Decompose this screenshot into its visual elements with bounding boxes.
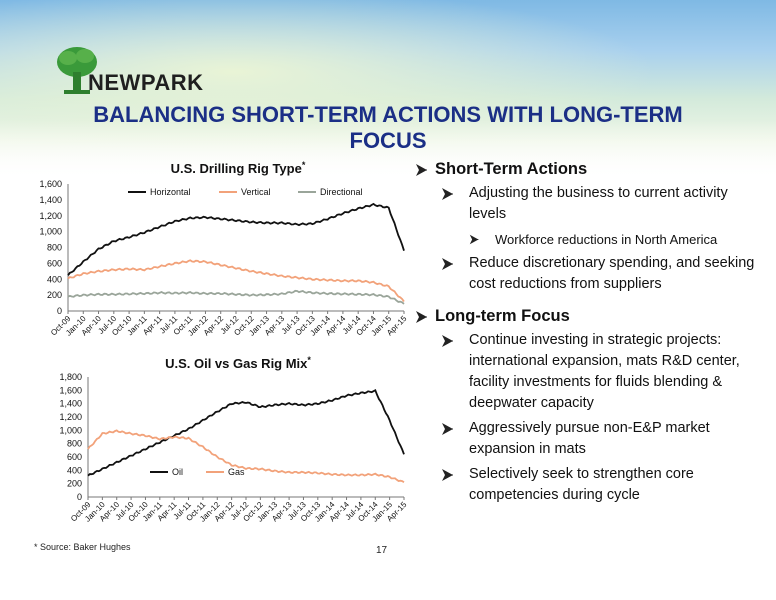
arrow-bullet-icon bbox=[441, 256, 455, 272]
series-line-oil bbox=[87, 389, 405, 477]
newpark-tree-logo-icon bbox=[57, 47, 97, 94]
bullet-long-term-heading: Long-term Focus bbox=[415, 307, 760, 326]
bullet-list: Short-Term Actions Adjusting the busines… bbox=[415, 160, 760, 506]
y-tick-label: 1,000 bbox=[59, 425, 82, 435]
y-tick-label: 1,400 bbox=[39, 195, 62, 205]
y-tick-label: 400 bbox=[47, 274, 62, 284]
brand-name: NEWPARK bbox=[88, 70, 204, 95]
bullet-reduce-spending: Reduce discretionary spending, and seeki… bbox=[441, 253, 760, 295]
chart-title: U.S. Drilling Rig Type* bbox=[171, 160, 306, 176]
y-tick-label: 800 bbox=[67, 439, 82, 449]
bullet-adjusting-business: Adjusting the business to current activi… bbox=[441, 183, 760, 225]
series-line-horizontal bbox=[67, 202, 405, 276]
y-tick-label: 1,600 bbox=[39, 179, 62, 189]
bullet-selectively-seek: Selectively seek to strengthen core comp… bbox=[441, 464, 760, 506]
arrow-bullet-icon bbox=[441, 333, 455, 349]
y-tick-label: 0 bbox=[77, 492, 82, 502]
y-tick-label: 0 bbox=[57, 306, 62, 316]
y-tick-label: 1,200 bbox=[39, 211, 62, 221]
arrow-bullet-icon bbox=[441, 186, 455, 202]
bullet-continue-investing: Continue investing in strategic projects… bbox=[441, 330, 760, 414]
arrow-bullet-icon bbox=[441, 421, 455, 437]
series-line-gas bbox=[87, 429, 405, 484]
legend-label: Oil bbox=[172, 467, 183, 477]
arrow-bullet-icon bbox=[415, 162, 429, 178]
y-tick-label: 1,600 bbox=[59, 385, 82, 395]
drilling-rig-type-chart: U.S. Drilling Rig Type* 0 200 400 600 800 1,00… bbox=[24, 155, 416, 350]
series-line-vertical bbox=[67, 259, 405, 303]
page-number: 17 bbox=[376, 545, 388, 556]
y-tick-label: 200 bbox=[47, 290, 62, 300]
source-footnote: * Source: Baker Hughes bbox=[34, 542, 131, 552]
series-line-directional bbox=[67, 289, 405, 305]
y-tick-label: 1,400 bbox=[59, 399, 82, 409]
y-tick-label: 1,000 bbox=[39, 227, 62, 237]
bullet-workforce-reductions: Workforce reductions in North America bbox=[469, 231, 760, 249]
legend-label: Gas bbox=[228, 467, 245, 477]
legend-label: Directional bbox=[320, 187, 363, 197]
y-tick-label: 1,200 bbox=[59, 412, 82, 422]
legend-label: Vertical bbox=[241, 187, 271, 197]
banner-fade bbox=[0, 120, 776, 180]
chart-title-marker: * bbox=[307, 355, 311, 365]
slide-title: BALANCING SHORT-TERM ACTIONS WITH LONG-T… bbox=[0, 102, 776, 154]
y-tick-label: 400 bbox=[67, 465, 82, 475]
arrow-bullet-icon bbox=[441, 467, 455, 483]
oil-gas-rig-mix-chart: U.S. Oil vs Gas Rig Mix* 0 200 400 600 800 1,0… bbox=[24, 350, 416, 540]
title-line-2: FOCUS bbox=[349, 128, 427, 153]
y-tick-label: 600 bbox=[67, 452, 82, 462]
arrow-bullet-icon bbox=[469, 233, 480, 246]
arrow-bullet-icon bbox=[415, 309, 429, 325]
bullet-short-term-heading: Short-Term Actions bbox=[415, 160, 760, 179]
oil-gas-rig-mix-svg: U.S. Oil vs Gas Rig Mix* 0 200 400 600 800 1,0… bbox=[59, 355, 408, 524]
bullet-aggressively-pursue: Aggressively pursue non-E&P market expan… bbox=[441, 418, 760, 460]
y-tick-label: 200 bbox=[67, 479, 82, 489]
y-tick-label: 1,800 bbox=[59, 372, 82, 382]
legend-label: Horizontal bbox=[150, 187, 191, 197]
y-tick-label: 600 bbox=[47, 258, 62, 268]
chart-title: U.S. Oil vs Gas Rig Mix* bbox=[165, 355, 311, 371]
y-tick-label: 800 bbox=[47, 243, 62, 253]
title-line-1: BALANCING SHORT-TERM ACTIONS WITH LONG-T… bbox=[93, 102, 683, 127]
chart-title-marker: * bbox=[302, 160, 306, 170]
drilling-rig-type-svg: U.S. Drilling Rig Type* 0 200 400 600 800 1,00… bbox=[39, 160, 408, 338]
